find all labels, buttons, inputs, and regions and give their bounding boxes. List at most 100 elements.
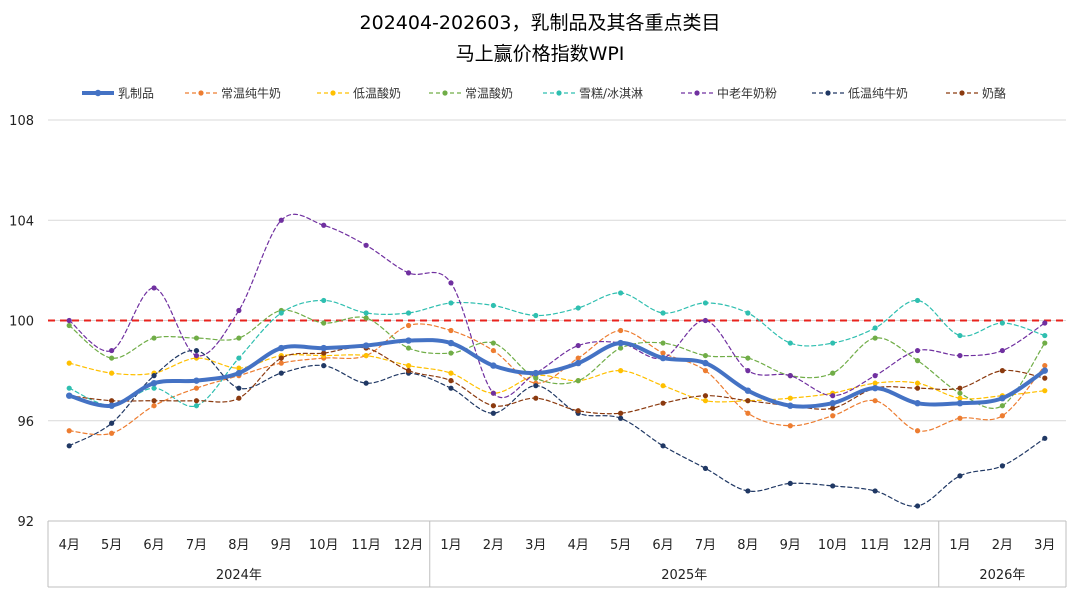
y-tick-label: 104 — [9, 214, 34, 229]
data-point — [830, 370, 836, 376]
data-point — [914, 503, 921, 509]
data-point — [999, 403, 1005, 409]
data-point — [150, 379, 158, 387]
data-point — [193, 335, 200, 341]
data-point — [109, 430, 115, 436]
data-point — [278, 310, 284, 316]
legend-label: 中老年奶粉 — [717, 86, 777, 101]
grid — [48, 119, 1066, 422]
data-point — [321, 222, 327, 228]
data-point — [151, 385, 157, 391]
data-point — [618, 368, 624, 374]
data-point — [702, 398, 709, 404]
y-tick-label: 108 — [9, 114, 34, 129]
data-point — [363, 315, 369, 321]
legend-swatch-marker — [694, 90, 700, 96]
data-point — [151, 398, 157, 404]
chart-subtitle: 马上赢价格指数WPI — [456, 43, 625, 65]
data-point — [193, 352, 200, 359]
data-point — [702, 352, 709, 359]
data-point — [448, 350, 454, 356]
legend-swatch-marker — [959, 90, 965, 96]
data-point — [702, 465, 709, 471]
data-point — [490, 347, 496, 354]
x-tick-label: 3月 — [525, 538, 546, 553]
legend-item: 雪糕/冰淇淋 — [543, 87, 643, 101]
data-point — [321, 320, 327, 326]
legend-swatch-marker — [825, 90, 831, 96]
legend-swatch-marker — [556, 90, 562, 96]
legend-label: 常温酸奶 — [465, 86, 513, 101]
data-point — [278, 360, 284, 366]
data-point — [957, 390, 963, 396]
legend-swatch-marker — [94, 89, 102, 97]
x-tick-label: 12月 — [903, 538, 933, 553]
data-point — [999, 413, 1005, 419]
data-point — [914, 297, 921, 304]
data-point — [109, 355, 115, 361]
data-point — [745, 488, 751, 494]
legend-label: 低温纯牛奶 — [848, 86, 908, 101]
data-point — [702, 393, 709, 399]
series-line — [68, 354, 1046, 403]
data-point — [702, 368, 709, 374]
legend-label: 低温酸奶 — [353, 86, 401, 101]
legend-item: 低温纯牛奶 — [812, 86, 908, 101]
legend-swatch-marker — [330, 90, 336, 96]
series-line — [68, 346, 1046, 415]
data-point — [787, 373, 793, 379]
data-point — [1042, 363, 1048, 369]
data-point — [872, 335, 878, 341]
series-6 — [66, 347, 1048, 509]
data-point — [660, 310, 666, 316]
data-point — [193, 347, 200, 354]
data-point — [702, 300, 709, 306]
data-point — [321, 297, 327, 304]
data-point — [914, 358, 921, 364]
data-point — [533, 395, 539, 401]
data-point — [659, 354, 667, 362]
x-tick-label: 5月 — [101, 538, 122, 553]
x-tick-label: 1月 — [440, 538, 461, 553]
x-tick-label: 12月 — [394, 538, 424, 553]
legend-item: 乳制品 — [82, 87, 154, 101]
data-point — [575, 342, 581, 349]
data-point — [872, 398, 878, 404]
data-point — [575, 408, 581, 414]
legend-item: 低温酸奶 — [317, 86, 401, 101]
year-label: 2026年 — [979, 568, 1025, 583]
year-label: 2024年 — [216, 568, 262, 583]
data-point — [660, 340, 666, 346]
series-line — [68, 349, 1046, 507]
legend-item: 中老年奶粉 — [681, 86, 777, 101]
data-point — [278, 370, 284, 376]
year-label: 2025年 — [661, 568, 707, 583]
x-tick-label: 9月 — [780, 538, 801, 553]
data-point — [448, 378, 454, 384]
x-tick-label: 6月 — [652, 538, 673, 553]
data-point — [405, 368, 412, 374]
data-point — [957, 395, 963, 401]
series-4 — [66, 290, 1048, 409]
data-point — [745, 398, 751, 404]
data-point — [1042, 388, 1048, 394]
data-point — [490, 390, 496, 396]
data-point — [405, 345, 412, 351]
data-point — [660, 400, 666, 406]
data-point — [787, 402, 794, 409]
data-point — [660, 383, 666, 389]
x-tick-label: 8月 — [737, 538, 758, 553]
data-point — [66, 392, 73, 399]
data-point — [66, 360, 72, 366]
data-point — [151, 335, 157, 341]
data-point — [108, 402, 115, 409]
data-point — [956, 400, 964, 407]
data-point — [957, 385, 963, 391]
y-axis: 92 96 100 104 108 — [9, 114, 34, 530]
data-point — [405, 270, 412, 276]
data-point — [660, 350, 666, 356]
data-point — [871, 384, 879, 392]
data-point — [957, 352, 963, 359]
data-point — [745, 368, 751, 374]
